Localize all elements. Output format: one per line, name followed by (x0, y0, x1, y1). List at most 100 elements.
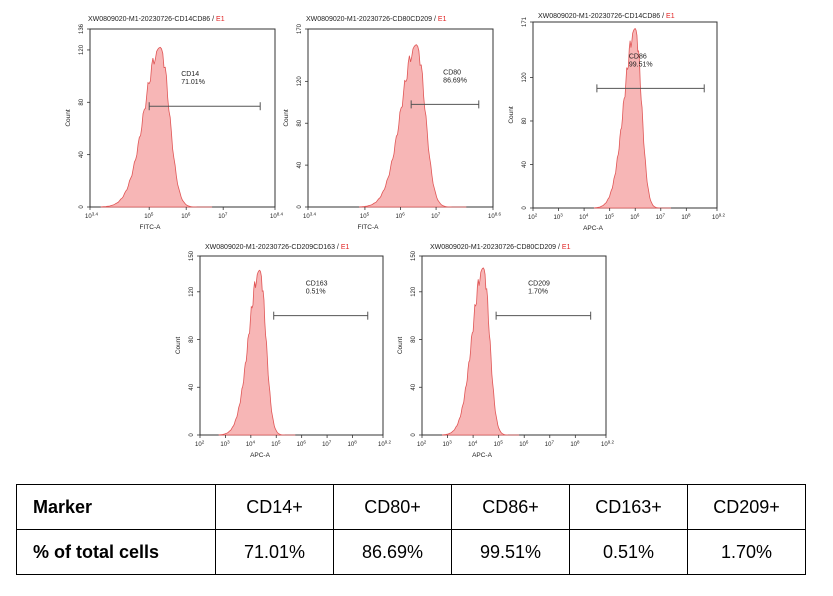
y-tick-label: 80 (79, 98, 85, 105)
x-tick-label: 105 (605, 213, 615, 222)
y-axis-label: Count (175, 337, 182, 355)
x-tick-label: 107 (431, 212, 441, 221)
x-axis-label: APC-A (583, 225, 604, 232)
y-tick-label: 120 (79, 44, 85, 55)
header-cell: CD163+ (569, 484, 688, 530)
gate-value: 71.01% (181, 79, 205, 86)
gate-label: CD163 (306, 281, 328, 288)
x-axis-label: APC-A (472, 452, 493, 459)
y-tick-label: 120 (189, 286, 195, 297)
histogram-area (218, 269, 296, 436)
x-tick-label: 106 (396, 212, 406, 221)
gate-value: 86.69% (443, 77, 467, 84)
y-tick-label: 80 (189, 336, 195, 343)
x-tick-label: 106 (519, 440, 529, 449)
plot-frame (199, 255, 384, 436)
x-tick-label: 102 (195, 440, 205, 449)
x-tick-label: 108 (681, 213, 691, 222)
histogram-panels: XW0809020-M1-20230726-CD14CD86 / E1 CD147… (65, 13, 725, 459)
histogram-panel-3: XW0809020-M1-20230726-CD14CD86 / E1 CD869… (508, 13, 725, 232)
gate-value: 99.51% (629, 61, 653, 68)
gate-value: 0.51% (306, 289, 326, 296)
y-axis-label: Count (65, 109, 72, 127)
x-tick-label: 105 (271, 440, 281, 449)
x-tick-label: 108 (570, 440, 580, 449)
x-axis-label: FITC-A (358, 224, 380, 231)
y-tick-label: 120 (522, 72, 528, 83)
x-tick-label: 106 (630, 213, 640, 222)
header-cell: CD209+ (687, 484, 806, 530)
y-tick-label: 40 (411, 383, 417, 390)
gate-label: CD80 (443, 69, 461, 76)
y-tick-label: 0 (189, 433, 195, 437)
y-tick-label: 150 (189, 250, 195, 261)
x-tick-label: 103.4 (85, 212, 98, 221)
chart-title: XW0809020-M1-20230726-CD209CD163 / E1 (205, 244, 349, 251)
x-tick-label: 103 (220, 440, 230, 449)
x-tick-label: 106 (297, 440, 307, 449)
plot-frame (89, 28, 276, 208)
y-tick-label: 120 (411, 286, 417, 297)
chart-title: XW0809020-M1-20230726-CD14CD86 / E1 (538, 13, 675, 20)
y-axis-label: Count (508, 106, 515, 124)
x-tick-label: 106 (181, 212, 191, 221)
x-tick-label: 109.2 (601, 440, 614, 449)
histogram-panel-5: XW0809020-M1-20230726-CD80CD209 / E1 CD20… (397, 244, 614, 459)
gate-label: CD86 (629, 53, 647, 60)
histogram-area (100, 46, 213, 208)
y-tick-label: 0 (522, 206, 528, 210)
y-tick-label: 80 (297, 119, 303, 126)
x-tick-label: 105 (494, 440, 504, 449)
value-cell: 99.51% (451, 529, 570, 575)
y-tick-label: 136 (79, 23, 85, 34)
chart-title: XW0809020-M1-20230726-CD80CD209 / E1 (306, 16, 447, 23)
y-tick-label: 80 (522, 117, 528, 124)
gate-label: CD209 (528, 281, 550, 288)
x-tick-label: 102 (417, 440, 427, 449)
y-tick-label: 150 (411, 250, 417, 261)
value-cell: 0.51% (569, 529, 688, 575)
percent-row-header: % of total cells (16, 529, 216, 575)
x-tick-label: 107 (656, 213, 666, 222)
chart-title: XW0809020-M1-20230726-CD80CD209 / E1 (430, 244, 571, 251)
y-tick-label: 40 (522, 160, 528, 167)
y-tick-label: 171 (522, 16, 528, 27)
y-tick-label: 0 (79, 205, 85, 209)
header-cell: CD80+ (333, 484, 452, 530)
y-axis-label: Count (283, 109, 290, 127)
x-tick-label: 104 (579, 213, 589, 222)
plot-frame (421, 255, 607, 436)
x-tick-label: 102 (528, 213, 538, 222)
histogram-panel-4: XW0809020-M1-20230726-CD209CD163 / E1 CD1… (175, 244, 391, 459)
x-tick-label: 109.2 (378, 440, 391, 449)
y-tick-label: 120 (297, 76, 303, 87)
header-cell: CD86+ (451, 484, 570, 530)
histogram-panel-2: XW0809020-M1-20230726-CD80CD209 / E1 CD80… (283, 16, 501, 231)
gate-label: CD14 (181, 71, 199, 78)
chart-title: XW0809020-M1-20230726-CD14CD86 / E1 (88, 16, 225, 23)
histogram-area (359, 44, 467, 208)
y-axis-label: Count (397, 337, 404, 355)
x-tick-label: 103.4 (303, 212, 316, 221)
value-cell: 86.69% (333, 529, 452, 575)
x-tick-label: 105 (144, 212, 154, 221)
marker-header: Marker (16, 484, 216, 530)
table-header-row: Marker CD14+ CD80+ CD86+ CD163+ CD209+ (16, 484, 806, 530)
table-row: % of total cells 71.01% 86.69% 99.51% 0.… (16, 529, 806, 575)
x-tick-label: 107 (545, 440, 555, 449)
y-tick-label: 0 (411, 433, 417, 437)
x-tick-label: 104 (468, 440, 478, 449)
x-tick-label: 108.4 (270, 212, 283, 221)
x-tick-label: 108.6 (488, 212, 501, 221)
x-axis-label: FITC-A (140, 224, 162, 231)
y-tick-label: 40 (189, 383, 195, 390)
x-tick-label: 103 (554, 213, 564, 222)
header-cell: CD14+ (215, 484, 334, 530)
x-axis-label: APC-A (250, 452, 271, 459)
value-cell: 71.01% (215, 529, 334, 575)
histogram-area (593, 27, 671, 209)
x-tick-label: 107 (322, 440, 332, 449)
value-cell: 1.70% (687, 529, 806, 575)
y-tick-label: 0 (297, 205, 303, 209)
x-tick-label: 103 (443, 440, 453, 449)
